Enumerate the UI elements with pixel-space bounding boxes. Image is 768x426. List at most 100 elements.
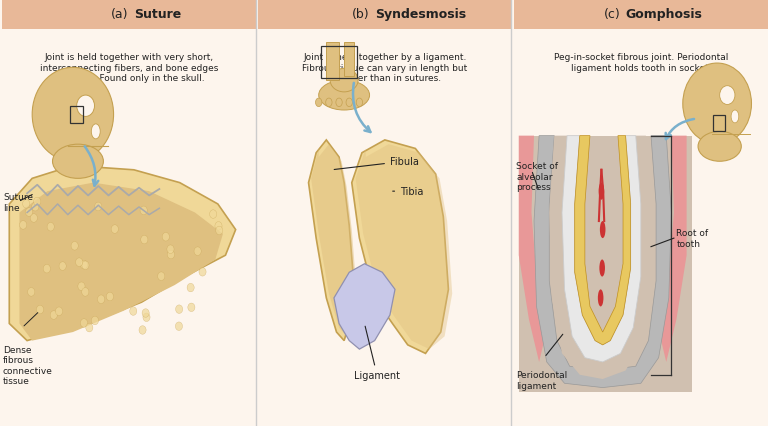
Polygon shape [9,166,236,341]
Ellipse shape [78,282,85,291]
Text: Joint is held together with very short,
interconnecting fibers, and bone edges
i: Joint is held together with very short, … [40,53,218,83]
Ellipse shape [698,132,741,162]
Ellipse shape [683,64,751,145]
Ellipse shape [36,305,44,314]
Ellipse shape [98,295,104,304]
Ellipse shape [86,324,93,332]
Text: Root of
tooth: Root of tooth [677,229,709,248]
Ellipse shape [720,86,735,105]
Ellipse shape [216,227,223,235]
Bar [2,0,256,30]
Ellipse shape [59,262,66,271]
Ellipse shape [598,290,604,307]
Ellipse shape [111,225,118,234]
Ellipse shape [25,208,32,217]
Ellipse shape [157,272,165,281]
Ellipse shape [43,265,51,273]
Ellipse shape [215,222,222,230]
Polygon shape [534,136,671,388]
Bar [514,0,768,30]
Ellipse shape [210,210,217,219]
Ellipse shape [176,305,183,314]
Bar [713,116,725,132]
Polygon shape [356,145,452,349]
Ellipse shape [731,111,739,124]
Ellipse shape [346,99,353,107]
Ellipse shape [81,319,88,328]
Ellipse shape [199,268,206,276]
Ellipse shape [52,145,104,179]
Ellipse shape [326,99,332,107]
Ellipse shape [139,326,146,334]
Text: Suture
line: Suture line [3,193,33,212]
Ellipse shape [188,303,195,312]
Text: Ligament: Ligament [354,326,400,380]
Text: Suture: Suture [134,9,181,21]
Ellipse shape [187,284,194,292]
Ellipse shape [316,99,322,107]
Text: (a): (a) [111,9,129,21]
Ellipse shape [175,322,183,331]
Ellipse shape [336,99,343,107]
Ellipse shape [141,236,148,244]
Ellipse shape [31,203,39,211]
Bar [71,106,83,124]
Ellipse shape [167,245,174,254]
Ellipse shape [77,96,94,117]
Ellipse shape [600,222,605,239]
Ellipse shape [81,261,88,269]
Ellipse shape [82,262,89,270]
Text: Fibula: Fibula [334,157,419,170]
Ellipse shape [28,288,35,296]
Text: Syndesmosis: Syndesmosis [375,9,465,21]
Polygon shape [518,136,545,362]
Ellipse shape [143,313,150,322]
Text: Gomphosis: Gomphosis [626,9,703,21]
Polygon shape [562,136,641,362]
Polygon shape [661,136,687,362]
Bar [326,43,339,81]
Text: Periodontal
ligament: Periodontal ligament [516,371,568,390]
Polygon shape [309,141,354,341]
Bar [257,0,512,30]
Ellipse shape [19,221,27,230]
Ellipse shape [130,307,137,316]
Ellipse shape [142,309,149,317]
Ellipse shape [599,260,605,277]
Ellipse shape [162,233,170,242]
Ellipse shape [55,307,62,316]
Ellipse shape [71,242,78,250]
Ellipse shape [330,69,358,92]
Polygon shape [19,183,223,341]
Ellipse shape [75,258,83,267]
Ellipse shape [598,183,604,200]
Ellipse shape [356,99,362,107]
Ellipse shape [91,317,98,325]
Ellipse shape [94,203,102,211]
Ellipse shape [81,288,89,296]
Text: (c): (c) [604,9,621,21]
Ellipse shape [140,207,147,215]
Ellipse shape [50,311,58,320]
Ellipse shape [34,198,41,206]
Text: (b): (b) [352,9,369,21]
Bar [344,43,354,77]
Text: Joint is held together by a ligament.
Fibrous tissue can vary in length but
is l: Joint is held together by a ligament. Fi… [302,53,468,83]
Polygon shape [311,145,357,337]
Ellipse shape [30,214,38,223]
Ellipse shape [47,223,55,231]
Ellipse shape [91,124,100,140]
Ellipse shape [32,68,114,162]
Text: Peg-in-socket fibrous joint. Periodontal
ligament holds tooth in socket.: Peg-in-socket fibrous joint. Periodontal… [554,53,728,72]
Text: Dense
fibrous
connective
tissue: Dense fibrous connective tissue [3,345,53,385]
Text: Tibia: Tibia [392,187,423,197]
Bar [321,47,357,79]
Ellipse shape [319,81,369,111]
Ellipse shape [167,250,174,259]
Polygon shape [549,136,651,379]
Ellipse shape [194,248,201,256]
Polygon shape [352,141,449,354]
Polygon shape [574,136,631,345]
Text: Socket of
alveolar
process: Socket of alveolar process [516,162,558,192]
Polygon shape [518,136,692,392]
